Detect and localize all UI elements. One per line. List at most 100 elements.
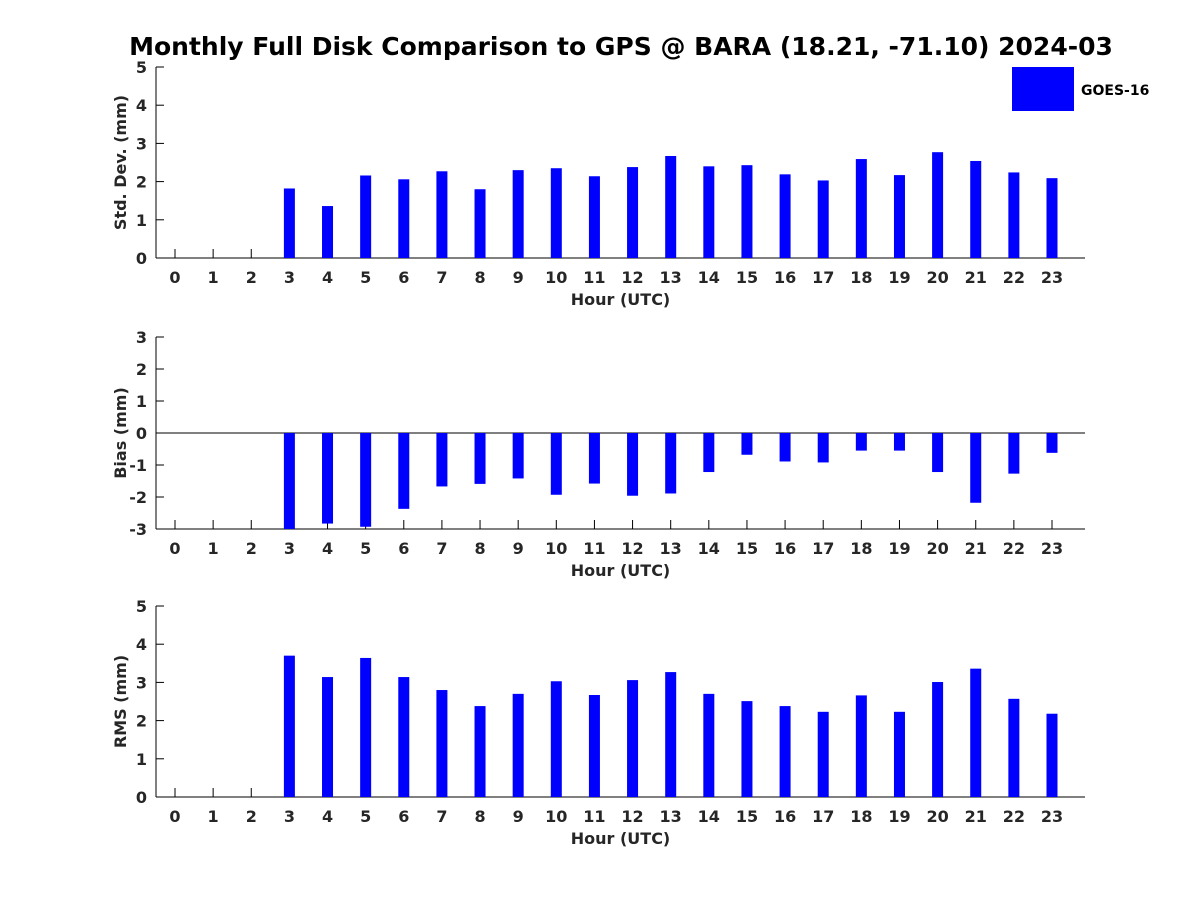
bar-hour-6 bbox=[398, 179, 410, 258]
x-tick-label: 4 bbox=[322, 539, 333, 558]
y-tick-label: 3 bbox=[136, 134, 147, 153]
x-tick-label: 21 bbox=[965, 539, 987, 558]
x-tick-label: 22 bbox=[1003, 268, 1025, 287]
x-tick-label: 0 bbox=[169, 268, 180, 287]
bar-hour-23 bbox=[1046, 178, 1058, 258]
bar-hour-15 bbox=[741, 433, 753, 455]
x-tick-label: 17 bbox=[812, 539, 834, 558]
y-tick-label: 0 bbox=[136, 788, 147, 807]
bar-hour-23 bbox=[1046, 433, 1058, 453]
x-tick-label: 23 bbox=[1041, 807, 1063, 826]
x-tick-label: 4 bbox=[322, 807, 333, 826]
x-tick-label: 17 bbox=[812, 268, 834, 287]
x-tick-label: 12 bbox=[621, 807, 643, 826]
bar-hour-3 bbox=[283, 655, 295, 797]
bar-hour-13 bbox=[665, 672, 677, 797]
x-tick-label: 13 bbox=[660, 539, 682, 558]
x-tick-label: 15 bbox=[736, 539, 758, 558]
bar-hour-10 bbox=[550, 168, 562, 258]
x-tick-label: 7 bbox=[436, 807, 447, 826]
bar-hour-14 bbox=[703, 433, 715, 473]
x-tick-label: 5 bbox=[360, 807, 371, 826]
bar-hour-8 bbox=[474, 706, 486, 797]
x-tick-label: 14 bbox=[698, 268, 720, 287]
y-tick-label: 1 bbox=[136, 211, 147, 230]
bar-hour-17 bbox=[817, 433, 829, 463]
x-tick-label: 11 bbox=[583, 268, 605, 287]
bar-hour-11 bbox=[588, 695, 600, 797]
y-tick-label: -2 bbox=[129, 488, 147, 507]
y-tick-label: 4 bbox=[136, 635, 147, 654]
bar-hour-14 bbox=[703, 693, 715, 797]
bar-hour-10 bbox=[550, 433, 562, 495]
y-tick-label: 5 bbox=[136, 58, 147, 77]
bar-hour-9 bbox=[512, 433, 524, 479]
x-tick-label: 16 bbox=[774, 807, 796, 826]
bar-hour-7 bbox=[436, 433, 448, 487]
x-tick-label: 20 bbox=[926, 268, 948, 287]
bar-hour-3 bbox=[283, 433, 295, 529]
x-tick-label: 8 bbox=[474, 268, 485, 287]
y-tick-label: 3 bbox=[136, 673, 147, 692]
bar-hour-8 bbox=[474, 433, 486, 484]
bar-hour-12 bbox=[627, 433, 639, 496]
x-tick-label: 2 bbox=[246, 268, 257, 287]
x-axis-label: Hour (UTC) bbox=[571, 290, 671, 309]
bar-hour-5 bbox=[360, 175, 372, 258]
x-tick-label: 4 bbox=[322, 268, 333, 287]
x-tick-label: 1 bbox=[208, 268, 219, 287]
x-tick-label: 2 bbox=[246, 807, 257, 826]
y-tick-label: 2 bbox=[136, 173, 147, 192]
x-tick-label: 22 bbox=[1003, 807, 1025, 826]
bar-hour-12 bbox=[627, 167, 639, 258]
y-tick-label: 0 bbox=[136, 424, 147, 443]
bar-hour-19 bbox=[893, 433, 905, 451]
x-axis-label: Hour (UTC) bbox=[571, 829, 671, 848]
x-tick-label: 1 bbox=[208, 807, 219, 826]
bar-hour-11 bbox=[588, 433, 600, 484]
bar-hour-22 bbox=[1008, 698, 1020, 797]
bar-hour-23 bbox=[1046, 713, 1058, 797]
bar-hour-17 bbox=[817, 711, 829, 797]
bar-hour-21 bbox=[970, 433, 982, 503]
bar-hour-5 bbox=[360, 433, 372, 527]
legend-swatch-goes-16 bbox=[1012, 67, 1074, 111]
x-tick-label: 12 bbox=[621, 268, 643, 287]
x-tick-label: 11 bbox=[583, 539, 605, 558]
x-tick-label: 9 bbox=[513, 807, 524, 826]
legend: GOES-16 bbox=[1012, 67, 1149, 111]
x-tick-label: 21 bbox=[965, 268, 987, 287]
bar-hour-4 bbox=[322, 433, 334, 524]
bar-hour-4 bbox=[322, 206, 334, 258]
x-tick-label: 6 bbox=[398, 268, 409, 287]
x-tick-label: 0 bbox=[169, 807, 180, 826]
bar-hour-19 bbox=[893, 175, 905, 258]
x-tick-label: 7 bbox=[436, 268, 447, 287]
y-axis-label: RMS (mm) bbox=[111, 655, 130, 748]
x-tick-label: 21 bbox=[965, 807, 987, 826]
x-tick-label: 22 bbox=[1003, 539, 1025, 558]
x-tick-label: 20 bbox=[926, 807, 948, 826]
bar-hour-18 bbox=[855, 695, 867, 797]
y-tick-label: -3 bbox=[129, 520, 147, 539]
x-tick-label: 5 bbox=[360, 539, 371, 558]
x-tick-label: 15 bbox=[736, 807, 758, 826]
bar-hour-9 bbox=[512, 170, 524, 258]
bar-hour-16 bbox=[779, 174, 791, 258]
x-tick-label: 18 bbox=[850, 539, 872, 558]
y-axis-label: Std. Dev. (mm) bbox=[111, 95, 130, 230]
y-tick-label: -1 bbox=[129, 456, 147, 475]
x-tick-label: 3 bbox=[284, 807, 295, 826]
bar-hour-5 bbox=[360, 657, 372, 797]
bar-hour-7 bbox=[436, 690, 448, 797]
bar-hour-9 bbox=[512, 693, 524, 797]
x-tick-label: 12 bbox=[621, 539, 643, 558]
x-tick-label: 9 bbox=[513, 268, 524, 287]
bar-hour-14 bbox=[703, 166, 715, 258]
bar-hour-16 bbox=[779, 706, 791, 797]
x-tick-label: 10 bbox=[545, 807, 567, 826]
y-tick-label: 2 bbox=[136, 360, 147, 379]
